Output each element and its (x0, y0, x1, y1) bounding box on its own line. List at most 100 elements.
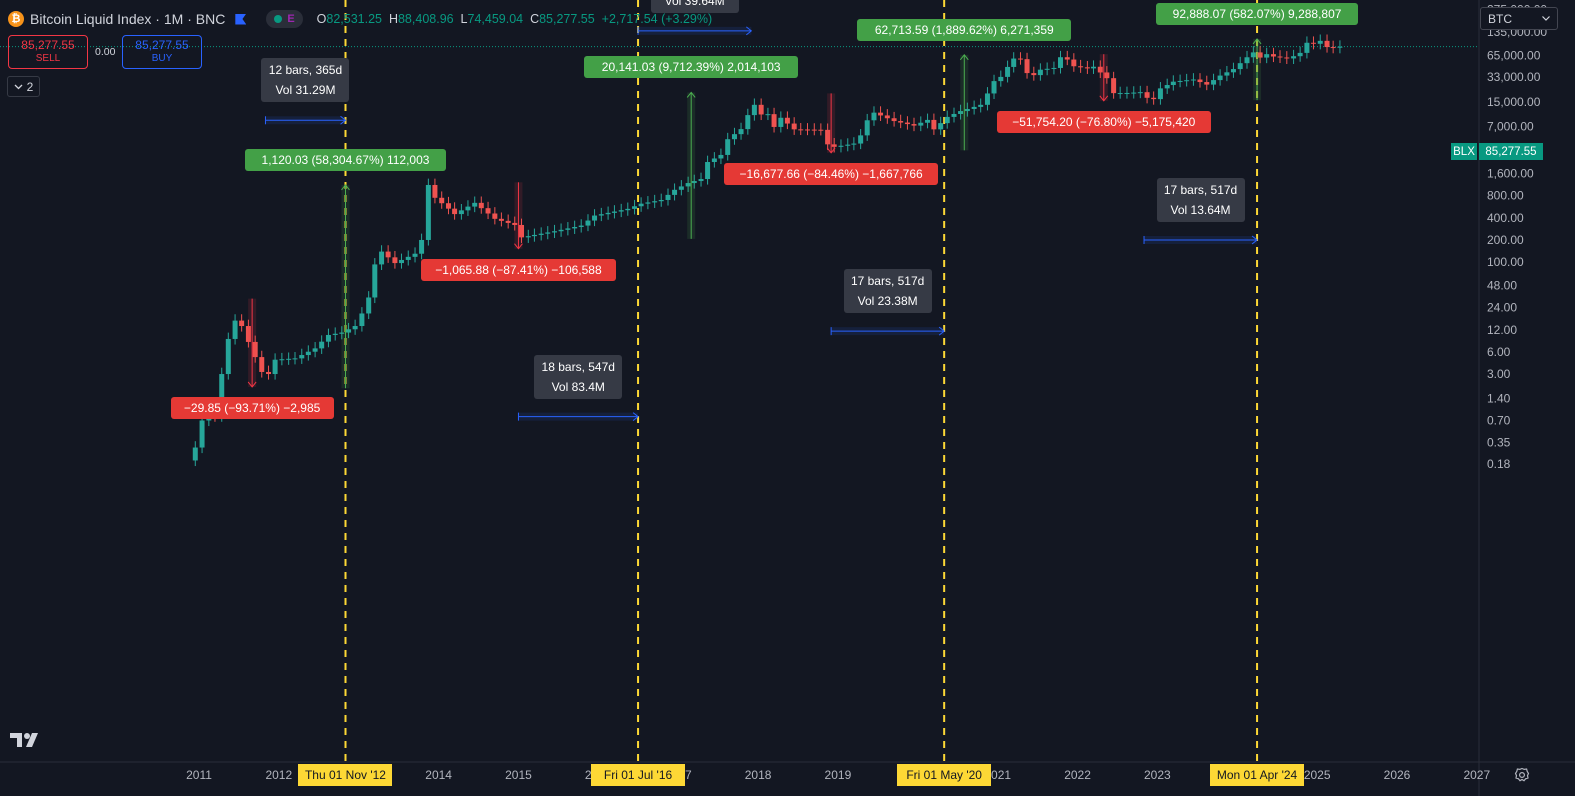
y-tick-label: 0.35 (1487, 436, 1511, 450)
candle-body (519, 224, 525, 238)
candle-body (1204, 82, 1210, 85)
date-range-arrow-icon (1251, 235, 1258, 245)
candle-body (1097, 66, 1103, 73)
candle-body (545, 232, 551, 234)
date-range-label[interactable]: 17 bars, 518dVol 39.64M (650, 0, 739, 13)
candle-body (778, 117, 784, 127)
y-tick-label: 12.00 (1487, 323, 1517, 337)
price-range-label[interactable]: 92,888.07 (582.07%) 9,288,807 (1156, 2, 1358, 25)
candle-body (605, 212, 611, 215)
candle-body (292, 358, 298, 360)
date-range-label[interactable]: 12 bars, 365d Vol 31.29M (261, 58, 350, 103)
price-range-label[interactable]: 1,120.03 (58,304.67%) 112,003 (244, 148, 447, 171)
date-range-arrow-icon (632, 412, 639, 422)
candle-body (498, 218, 504, 221)
candle-body (332, 333, 338, 335)
candle-body (219, 374, 225, 417)
price-range-label[interactable]: 62,713.59 (1,889.62%) 6,271,359 (857, 18, 1072, 41)
price-range-label[interactable]: −29.85 (−93.71%) −2,985 (170, 396, 334, 419)
low-key: L (460, 12, 468, 26)
buy-price: 85,277.55 (135, 38, 189, 52)
candle-body (1144, 92, 1150, 98)
date-range-label[interactable]: 18 bars, 547d Vol 83.4M (534, 354, 623, 399)
events-badge: E (287, 13, 295, 25)
date-range-label[interactable]: 17 bars, 517d Vol 23.38M (843, 269, 932, 314)
candle-body (1244, 57, 1250, 64)
market-status-pill[interactable]: E (266, 10, 303, 28)
candle-body (918, 122, 924, 126)
candle-body (705, 162, 711, 180)
x-tick-label: 2027 (1463, 768, 1490, 782)
price-range-label[interactable]: −1,065.88 (−87.41%) −106,588 (420, 258, 617, 281)
candle-body (412, 253, 418, 257)
date-range-label[interactable]: 17 bars, 517d Vol 13.64M (1156, 177, 1245, 222)
x-tick-label: 2019 (825, 768, 852, 782)
candle-body (698, 179, 704, 182)
candle-body (791, 123, 797, 130)
y-tick-label: 200.00 (1487, 233, 1524, 247)
spread-value: 0.00 (95, 46, 116, 58)
candle-body (898, 121, 904, 123)
tradingview-logo-icon[interactable] (10, 731, 44, 749)
candle-body (991, 81, 997, 94)
candle-body (525, 236, 531, 238)
candle-body (272, 359, 278, 375)
y-tick-label: 1.40 (1487, 391, 1511, 405)
buy-button[interactable]: 85,277.55 BUY (122, 35, 202, 69)
price-range-label[interactable]: 20,141.03 (9,712.39%) 2,014,103 (583, 56, 799, 79)
candle-body (1071, 59, 1077, 67)
candle-body (1224, 72, 1230, 76)
indicators-collapse-button[interactable]: 2 (7, 76, 40, 97)
candle-body (678, 186, 684, 190)
sell-label: SELL (35, 53, 61, 64)
market-open-dot-icon (274, 15, 283, 23)
settings-gear-icon[interactable] (1514, 767, 1530, 783)
candle-body (1277, 56, 1283, 58)
candle-body (505, 220, 511, 223)
y-tick-label: 48.00 (1487, 279, 1517, 293)
x-tick-label: 2022 (1064, 768, 1091, 782)
candle-body (711, 158, 717, 163)
y-tick-label: 33,000.00 (1487, 70, 1541, 84)
x-tick-label: 2026 (1384, 768, 1411, 782)
candle-body (1291, 56, 1297, 59)
candle-body (512, 222, 518, 225)
sell-button[interactable]: 85,277.55 SELL (8, 35, 88, 69)
x-tick-label: 2023 (1144, 768, 1171, 782)
candle-body (1284, 57, 1290, 59)
candle-body (319, 341, 325, 349)
price-range-label[interactable]: −51,754.20 (−76.80%) −5,175,420 (996, 110, 1211, 133)
candle-body (372, 264, 378, 298)
candle-body (1044, 68, 1050, 70)
candle-body (239, 320, 245, 327)
price-range-arrow-icon (686, 91, 696, 98)
candle-body (305, 351, 311, 356)
y-tick-label: 24.00 (1487, 301, 1517, 315)
candle-body (1117, 93, 1123, 95)
x-tick-label: 2011 (186, 768, 212, 782)
candle-body (279, 359, 285, 361)
price-range-arrow-icon (514, 243, 523, 250)
candle-body (299, 355, 305, 359)
date-range-volume-text: Vol 31.29M (275, 83, 336, 98)
compare-symbol-select[interactable]: BTC (1480, 7, 1558, 30)
candle-body (1257, 52, 1263, 58)
symbol-title[interactable]: Bitcoin Liquid Index · 1M · BNC (30, 11, 226, 27)
candle-body (818, 129, 824, 131)
compare-symbol-label: BTC (1488, 11, 1512, 26)
candle-body (745, 115, 751, 130)
candle-body (751, 104, 757, 116)
price-range-arrow-icon (1099, 95, 1109, 102)
candle-body (598, 214, 604, 216)
chevron-down-icon (1542, 16, 1550, 21)
date-range-bars-text: 17 bars, 517d (850, 274, 925, 289)
flag-icon[interactable] (235, 13, 247, 25)
candle-body (1124, 92, 1130, 94)
price-range-label[interactable]: −16,677.66 (−84.46%) −1,667,766 (723, 162, 939, 185)
candle-body (485, 208, 491, 214)
candle-body (419, 239, 425, 254)
candle-body (366, 297, 372, 314)
candle-body (1264, 54, 1270, 58)
